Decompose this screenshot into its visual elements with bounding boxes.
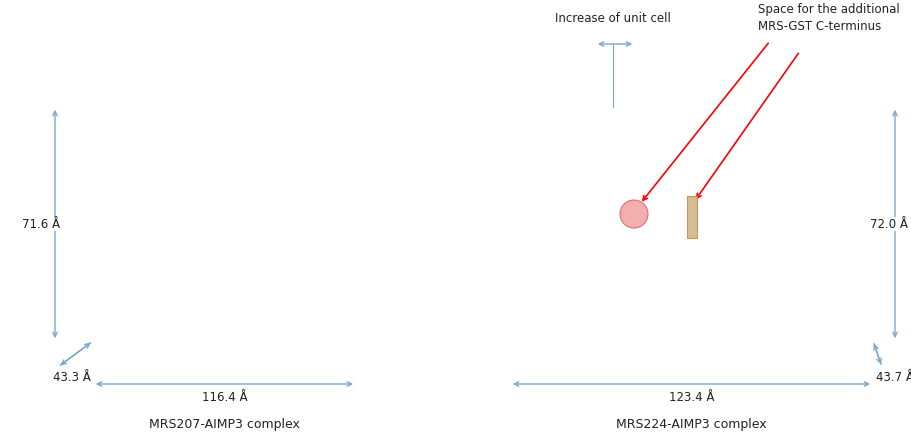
Text: 71.6 Å: 71.6 Å xyxy=(22,218,60,231)
Text: MRS224-AIMP3 complex: MRS224-AIMP3 complex xyxy=(616,417,766,431)
Ellipse shape xyxy=(619,201,648,229)
Text: 72.0 Å: 72.0 Å xyxy=(869,218,907,231)
Text: Increase of unit cell: Increase of unit cell xyxy=(555,11,670,25)
Text: 43.7 Å: 43.7 Å xyxy=(875,371,911,384)
Text: MRS207-AIMP3 complex: MRS207-AIMP3 complex xyxy=(148,417,300,431)
Text: 123.4 Å: 123.4 Å xyxy=(668,391,713,403)
Text: 43.3 Å: 43.3 Å xyxy=(53,371,91,384)
Text: Space for the additional
MRS-GST C-terminus: Space for the additional MRS-GST C-termi… xyxy=(757,3,899,33)
Bar xyxy=(686,197,696,238)
Text: 116.4 Å: 116.4 Å xyxy=(201,391,247,403)
